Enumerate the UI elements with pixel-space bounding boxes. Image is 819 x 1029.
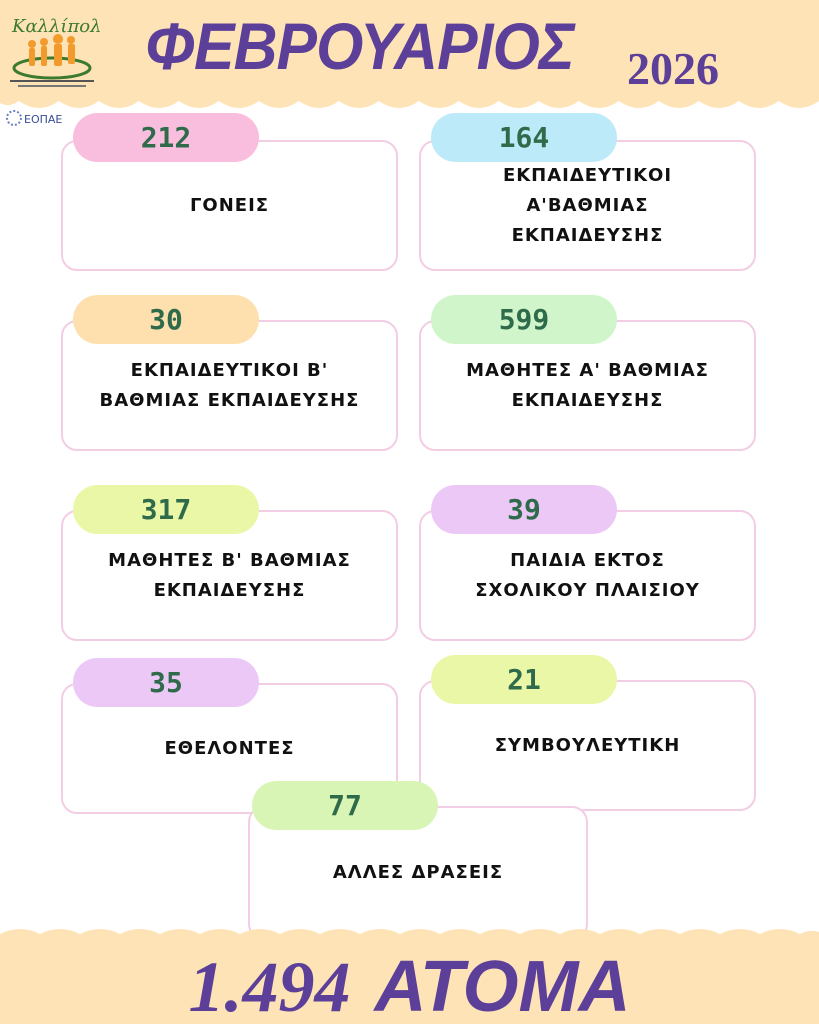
stat-label: ΜΑΘΗΤΕΣ Β' ΒΑΘΜΙΑΣ ΕΚΠΑΙΔΕΥΣΗΣ	[108, 549, 351, 601]
stat-label: ΠΑΙΔΙΑ ΕΚΤΟΣ ΣΧΟΛΙΚΟΥ ΠΛΑΙΣΙΟΥ	[475, 549, 700, 601]
header-scallop	[0, 95, 819, 108]
stat-label: ΑΛΛΕΣ ΔΡΑΣΕΙΣ	[332, 862, 504, 883]
stat-label: ΣΥΜΒΟΥΛΕΥΤΙΚΗ	[494, 734, 681, 756]
stat-value-pill: 212	[73, 113, 259, 162]
stat-value-pill: 77	[252, 781, 438, 830]
stat-card: ΜΑΘΗΤΕΣ Β' ΒΑΘΜΙΑΣ ΕΚΠΑΙΔΕΥΣΗΣ	[61, 510, 398, 641]
stat-label: ΕΚΠΑΙΔΕΥΤΙΚΟΙ Β' ΒΑΘΜΙΑΣ ΕΚΠΑΙΔΕΥΣΗΣ	[99, 359, 360, 411]
stat-label: ΓΟΝΕΙΣ	[189, 194, 270, 216]
stat-label: ΕΚΠΑΙΔΕΥΤΙΚΟΙ Α'ΒΑΘΜΙΑΣ ΕΚΠΑΙΔΕΥΣΗΣ	[502, 164, 673, 246]
stat-value-pill: 599	[431, 295, 617, 344]
header-band	[0, 0, 819, 95]
total-unit: ΑΤΟΜΑ	[374, 947, 631, 1027]
total-count: 1.494	[188, 947, 351, 1027]
stat-value-pill: 35	[73, 658, 259, 707]
svg-text:ΕΟΠΑΕ: ΕΟΠΑΕ	[24, 113, 62, 126]
stat-value-pill: 21	[431, 655, 617, 704]
total-summary: 1.494 ΑΤΟΜΑ	[0, 946, 819, 1029]
stat-value-pill: 30	[73, 295, 259, 344]
footer-scallop	[0, 929, 819, 944]
stat-label: ΜΑΘΗΤΕΣ Α' ΒΑΘΜΙΑΣ ΕΚΠΑΙΔΕΥΣΗΣ	[466, 359, 709, 411]
stat-value-pill: 39	[431, 485, 617, 534]
eopae-logo: ΕΟΠΑΕ	[6, 110, 62, 126]
kallipolis-logo: Καλλίπολις	[10, 16, 100, 87]
stat-value-pill: 164	[431, 113, 617, 162]
stat-value-pill: 317	[73, 485, 259, 534]
stat-label: ΕΘΕΛΟΝΤΕΣ	[164, 737, 295, 759]
svg-text:Καλλίπολις: Καλλίπολις	[11, 16, 100, 37]
footer-band	[0, 942, 819, 1024]
month-title: ΦΕΒΡΟΥΑΡΙΟΣ	[145, 9, 575, 83]
year-title: 2026	[627, 43, 719, 94]
